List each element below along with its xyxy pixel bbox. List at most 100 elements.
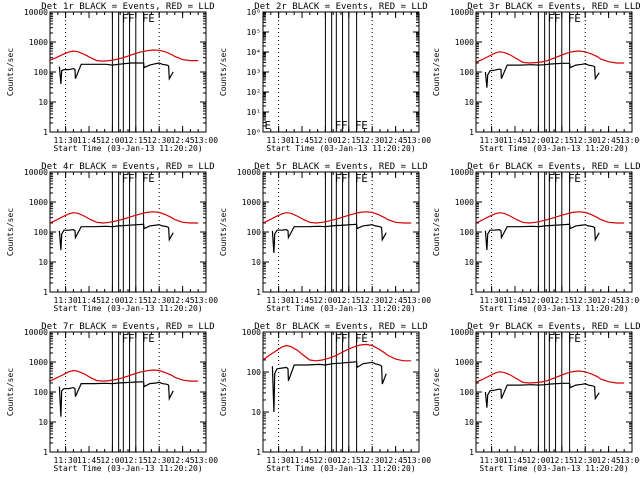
y-tick-label: 1 [469,128,474,137]
flag-label: F [341,332,348,345]
x-tick-label: 12:45 [597,456,621,465]
y-tick-label: 10 [464,258,474,267]
x-tick-label: 12:30 [573,136,597,145]
x-tick-label: 12:15 [550,456,574,465]
y-tick-label: 10 [251,408,261,417]
x-tick-label: 12:00 [313,136,337,145]
x-tick-label: 11:30 [480,136,504,145]
y-axis-title: Counts/sec [219,368,228,416]
x-tick-label: 12:45 [171,456,195,465]
flag-label: F [128,332,135,345]
flag-label: F [355,332,362,345]
x-tick-label: 11:45 [503,136,527,145]
flag-label: F [548,172,555,185]
y-tick-label: 1 [469,288,474,297]
flag-label: F [122,332,129,345]
x-tick-label: 13:00 [620,456,640,465]
y-axis-title: Counts/sec [6,208,15,256]
x-tick-label: 12:45 [597,136,621,145]
series-lld-line [476,370,625,384]
series-events-line [271,361,387,413]
flag-label: F [128,12,135,25]
series-events-line [484,223,600,251]
x-tick-label: 11:45 [290,136,314,145]
y-tick-label: 10000 [450,8,474,17]
x-tick-label: 11:30 [480,456,504,465]
x-tick-label: 12:15 [337,136,361,145]
x-axis-title: Start Time (03-Jan-13 11:20:20) [53,304,202,313]
panel-det-1r: Det 1r BLACK = Events, RED = LLD 11:30 11:… [6,2,218,153]
y-tick-label: 1 [256,448,261,457]
panel-title: Det 3r BLACK = Events, RED = LLD [467,2,640,12]
y-tick-label: 100 [460,68,475,77]
panel-title: Det 8r BLACK = Events, RED = LLD [254,322,427,332]
plot-frame [262,11,420,133]
panel-title: Det 6r BLACK = Events, RED = LLD [467,162,640,172]
x-axis-title: Start Time (03-Jan-13 11:20:20) [266,144,415,153]
series-lld-line [476,50,625,64]
flag-label: E [148,12,155,25]
flag-label: F [554,172,561,185]
panel-title: Det 1r BLACK = Events, RED = LLD [41,2,214,12]
x-tick-label: 12:00 [100,296,124,305]
y-tick-label: 1 [469,448,474,457]
x-tick-label: 13:00 [407,296,431,305]
x-tick-label: 12:30 [573,296,597,305]
x-tick-label: 12:00 [313,456,337,465]
x-tick-label: 12:15 [337,456,361,465]
y-axis-title: Counts/sec [6,368,15,416]
y-tick-label: 10 [38,258,48,267]
plot-frame [49,11,207,133]
x-tick-label: 11:30 [54,456,78,465]
flag-label: F [128,172,135,185]
x-tick-label: 12:15 [124,136,148,145]
y-tick-label: 10 [38,98,48,107]
flag-label: F [142,332,149,345]
x-tick-label: 12:45 [384,296,408,305]
y-tick-label: 10³ [247,68,261,77]
y-tick-label: 10¹ [247,108,261,117]
y-tick-label: 10⁴ [247,48,261,57]
x-tick-label: 12:15 [124,456,148,465]
y-tick-label: 10 [464,418,474,427]
x-tick-label: 12:30 [147,296,171,305]
y-tick-label: 10⁵ [247,28,261,37]
x-tick-label: 11:30 [267,136,291,145]
x-tick-label: 12:45 [597,296,621,305]
panel-det-5r: Det 5r BLACK = Events, RED = LLD 11:30 11:… [219,162,431,313]
x-tick-label: 12:45 [384,136,408,145]
y-tick-label: 100 [34,228,49,237]
plot-frame [475,11,633,133]
x-tick-label: 11:45 [77,136,101,145]
x-tick-label: 11:30 [267,456,291,465]
flag-label: E [361,119,368,132]
flag-label: F [341,119,348,132]
x-axis-title: Start Time (03-Jan-13 11:20:20) [479,144,628,153]
plot-frame [475,171,633,293]
flag-label: F [122,172,129,185]
y-axis-title: Counts/sec [432,208,441,256]
x-tick-label: 11:45 [290,296,314,305]
y-tick-label: 10⁶ [247,8,261,17]
x-tick-label: 13:00 [407,456,431,465]
plot-frame [262,331,420,453]
x-tick-label: 13:00 [194,136,218,145]
x-tick-label: 12:45 [171,296,195,305]
x-tick-label: 13:00 [407,136,431,145]
y-tick-label: 100 [34,388,49,397]
x-tick-label: 11:45 [77,456,101,465]
y-tick-label: 1000 [29,358,48,367]
x-tick-label: 13:00 [620,296,640,305]
flag-label: F [142,12,149,25]
x-tick-label: 11:30 [267,296,291,305]
y-axis-title: Counts/sec [219,48,228,96]
flag-label: F [568,332,575,345]
panel-det-3r: Det 3r BLACK = Events, RED = LLD 11:30 11:… [432,2,640,153]
panel-det-6r: Det 6r BLACK = Events, RED = LLD 11:30 11:… [432,162,640,313]
x-axis-title: Start Time (03-Jan-13 11:20:20) [53,144,202,153]
series-events-line [484,382,600,408]
flag-label: E [574,332,581,345]
plot-frame [49,331,207,453]
